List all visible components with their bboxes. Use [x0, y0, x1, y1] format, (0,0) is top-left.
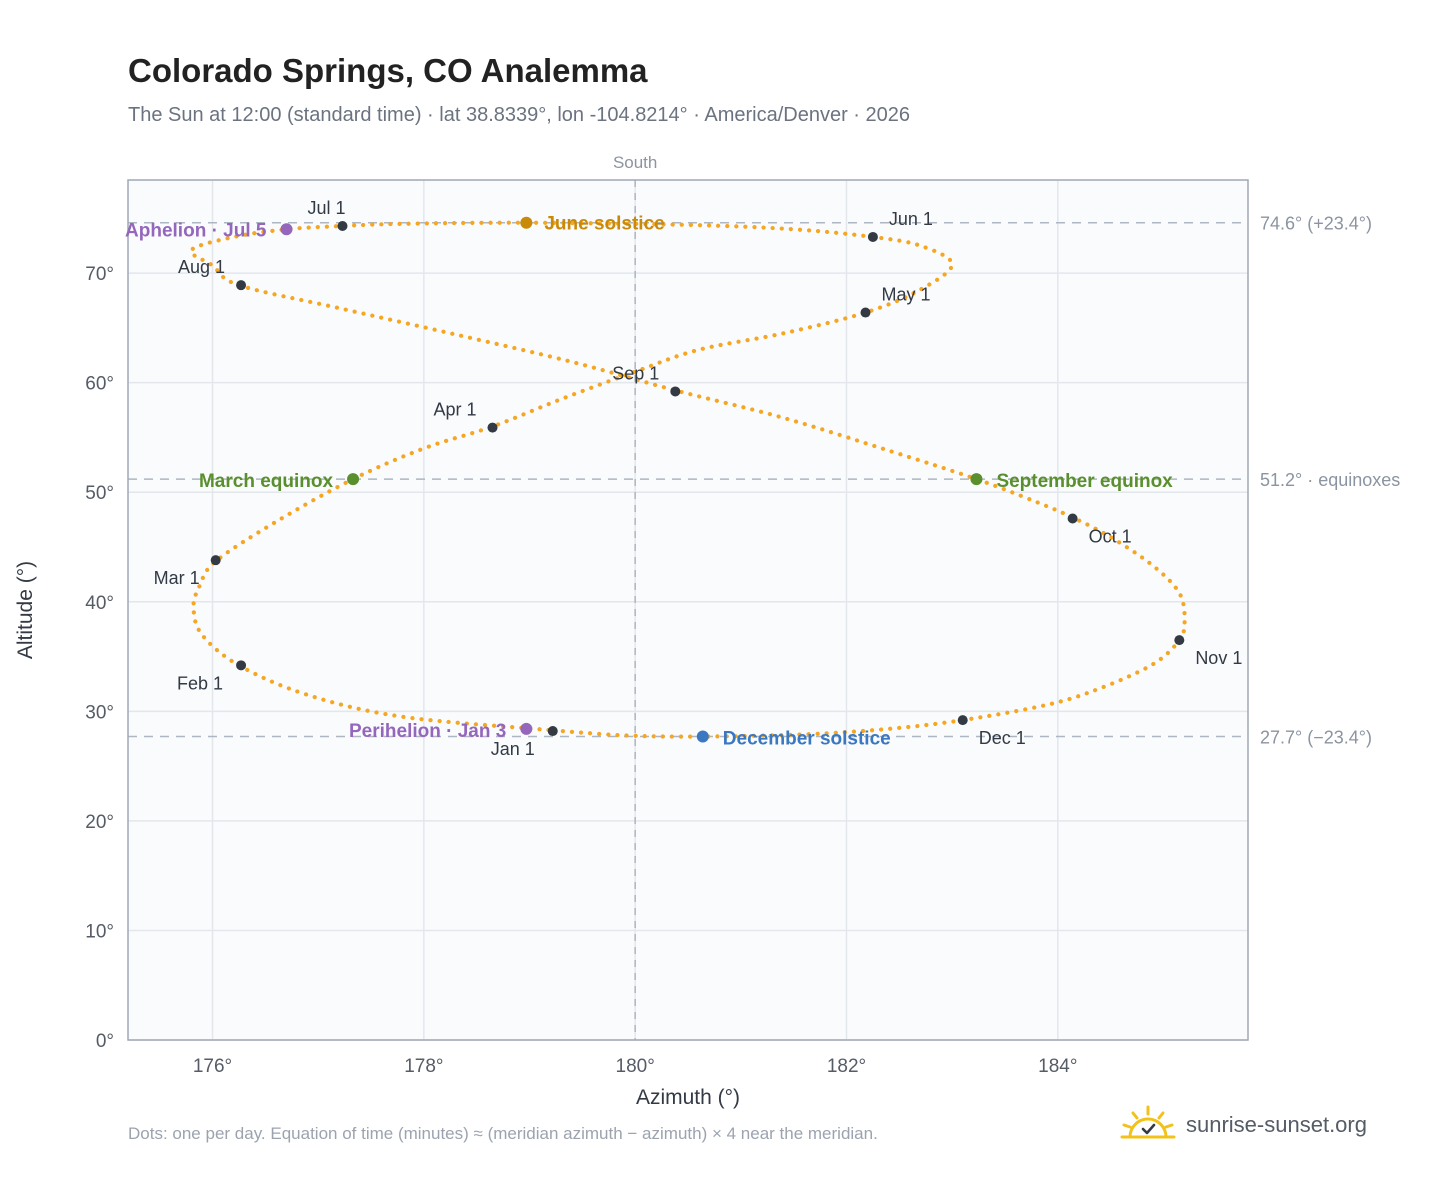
reference-line-label: 51.2° · equinoxes [1260, 470, 1400, 490]
month-marker-label: Feb 1 [177, 673, 223, 693]
event-marker [347, 473, 360, 486]
month-marker [337, 221, 348, 232]
month-marker [487, 422, 498, 433]
event-label: December solstice [723, 729, 891, 750]
month-marker-label: Mar 1 [154, 568, 200, 588]
x-tick-label: 180° [616, 1056, 655, 1077]
month-marker [860, 307, 871, 318]
y-tick-label: 50° [85, 483, 114, 504]
x-tick-label: 178° [404, 1056, 443, 1077]
chart-title: Colorado Springs, CO Analemma [128, 52, 648, 89]
plot-frame [127, 179, 1249, 1041]
y-tick-label: 70° [85, 264, 114, 285]
x-tick-label: 176° [193, 1056, 232, 1077]
footnote: Dots: one per day. Equation of time (min… [128, 1124, 878, 1143]
x-axis-label: Azimuth (°) [636, 1086, 740, 1109]
month-marker [1174, 635, 1185, 646]
brand-logo[interactable]: sunrise-sunset.org [1120, 1100, 1367, 1150]
month-marker [670, 386, 681, 397]
month-marker [547, 726, 558, 737]
month-marker [1067, 513, 1078, 524]
y-axis-label: Altitude (°) [14, 561, 37, 659]
y-tick-label: 0° [96, 1031, 114, 1052]
event-marker [970, 473, 983, 486]
month-marker [210, 555, 221, 566]
y-tick-label: 40° [85, 593, 114, 614]
month-marker-label: Jun 1 [889, 209, 933, 229]
event-marker [280, 223, 293, 236]
month-marker-label: Sep 1 [612, 363, 659, 383]
month-marker-label: Nov 1 [1195, 648, 1242, 668]
event-marker [520, 722, 533, 735]
y-tick-label: 60° [85, 374, 114, 395]
month-marker [957, 715, 968, 726]
month-marker-label: Oct 1 [1089, 527, 1132, 547]
month-marker [236, 280, 247, 291]
month-marker-label: Apr 1 [433, 400, 476, 420]
month-marker-label: Jan 1 [491, 739, 535, 759]
plot-background [128, 180, 1248, 1040]
x-tick-label: 184° [1038, 1056, 1077, 1077]
month-marker-label: Dec 1 [979, 728, 1026, 748]
month-marker [236, 660, 247, 671]
sun-logo-icon [1120, 1103, 1176, 1148]
y-tick-label: 20° [85, 812, 114, 833]
month-marker-label: May 1 [882, 285, 931, 305]
meridian-label: South [613, 153, 657, 172]
month-marker-label: Jul 1 [307, 198, 345, 218]
reference-line-label: 74.6° (+23.4°) [1260, 214, 1372, 234]
event-marker [696, 730, 709, 743]
x-tick-label: 182° [827, 1056, 866, 1077]
event-marker [520, 216, 533, 229]
event-label: September equinox [996, 471, 1173, 492]
y-tick-label: 30° [85, 702, 114, 723]
month-marker-label: Aug 1 [178, 257, 225, 277]
reference-line-label: 27.7° (−23.4°) [1260, 728, 1372, 748]
event-label: March equinox [199, 471, 334, 492]
event-label: Aphelion · Jul 5 [125, 220, 267, 241]
event-label: June solstice [544, 214, 664, 235]
event-label: Perihelion · Jan 3 [349, 721, 506, 742]
brand-name: sunrise-sunset.org [1186, 1112, 1367, 1137]
y-tick-label: 10° [85, 921, 114, 942]
month-marker [867, 231, 878, 242]
chart-subtitle: The Sun at 12:00 (standard time) · lat 3… [128, 104, 910, 126]
